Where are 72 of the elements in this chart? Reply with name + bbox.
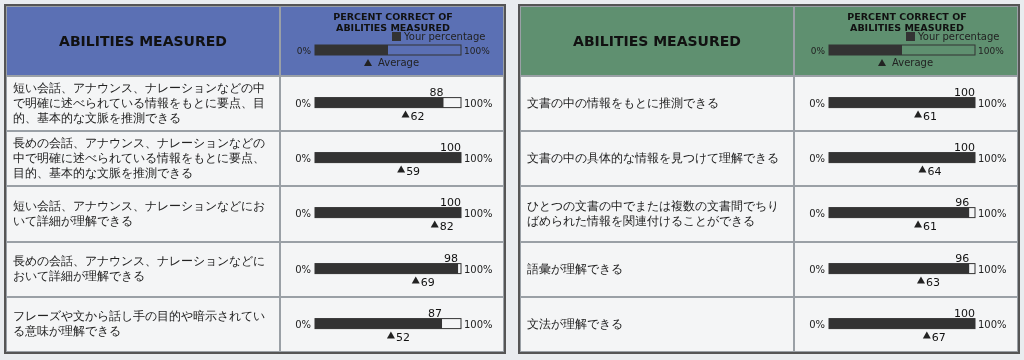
text: 100% (978, 152, 1007, 164)
text: 0% (809, 318, 825, 330)
point (918, 165, 927, 173)
data-label: 96 (955, 195, 970, 209)
data-label: 62 (410, 109, 425, 123)
chart-title: PERCENT CORRECT OF ABILITIES MEASURED (847, 11, 967, 33)
text: 100% (464, 263, 493, 275)
chart-title: PERCENT CORRECT OF ABILITIES MEASURED (333, 11, 453, 33)
text: 0% (809, 97, 825, 109)
text: 100% (978, 97, 1007, 109)
text: 100% (464, 318, 493, 330)
text: 100% (978, 207, 1007, 219)
text: 100% (464, 152, 493, 164)
point (397, 165, 406, 173)
data-label: 61 (923, 109, 938, 123)
point (386, 331, 395, 339)
text: 100% (464, 207, 493, 219)
text: 100% (464, 97, 493, 109)
data-label: 59 (406, 164, 421, 178)
data-label: 52 (395, 330, 410, 344)
data-label: 61 (923, 219, 938, 233)
y-tick-label: 短い会話、アナウンス、ナレーションなどにおいて詳細が理解できる (6, 186, 280, 242)
y-tick-label: ひとつの文書の中でまたは複数の文書間でちりばめられた情報を関連付けることができる (520, 186, 794, 242)
text: 0% (295, 318, 311, 330)
point (401, 110, 410, 118)
text: 0% (295, 263, 311, 275)
data-label: 100 (440, 140, 461, 154)
legend-label: Average (892, 57, 934, 68)
legend-label: Your percentage (403, 31, 486, 42)
text: 0% (295, 152, 311, 164)
y-tick-label: フレーズや文から話し手の目的や暗示されている意味が理解できる (6, 296, 280, 352)
point (411, 276, 420, 284)
y-tick-label: 短い会話、アナウンス、ナレーションなどの中で明確に述べられている情報をもとに要点、目的、基本的な文脈を推測できる (6, 76, 280, 132)
y-axis-title: ABILITIES MEASURED (6, 6, 280, 76)
data-label: 100 (954, 306, 975, 320)
data-label: 96 (955, 251, 970, 265)
text: 0% (809, 152, 825, 164)
y-tick-label: 文法が理解できる (520, 296, 794, 352)
text: 100% (978, 263, 1007, 275)
y-axis-title: ABILITIES MEASURED (520, 6, 794, 76)
data-label: 88 (429, 85, 444, 99)
point (914, 220, 923, 228)
text: 100% (978, 46, 1004, 56)
point (430, 220, 439, 228)
text: 0% (809, 207, 825, 219)
text: 0% (809, 263, 825, 275)
legend-label: Average (378, 57, 420, 68)
text: 100% (464, 46, 490, 56)
y-tick-label: 長めの会話、アナウンス、ナレーションなどの中で明確に述べられている情報をもとに要点、目的、基本的な文脈を推測できる (6, 131, 280, 187)
data-label: 82 (439, 219, 454, 233)
legend-label: Your percentage (917, 31, 1000, 42)
data-label: 100 (954, 85, 975, 99)
data-label: 67 (931, 330, 946, 344)
point (922, 331, 931, 339)
text: 100% (978, 318, 1007, 330)
y-tick-label: 語彙が理解できる (520, 241, 794, 297)
text: 0% (295, 207, 311, 219)
data-label: 100 (954, 140, 975, 154)
data-label: 100 (440, 195, 461, 209)
y-tick-label: 文書の中の情報をもとに推測できる (520, 76, 794, 132)
data-label: 87 (428, 306, 443, 320)
text: 0% (295, 97, 311, 109)
point (916, 276, 925, 284)
text: 0% (296, 46, 311, 56)
y-tick-label: 文書の中の具体的な情報を見つけて理解できる (520, 131, 794, 187)
data-label: 64 (927, 164, 942, 178)
text: 0% (810, 46, 825, 56)
point (914, 110, 923, 118)
data-label: 98 (444, 251, 459, 265)
y-tick-label: 長めの会話、アナウンス、ナレーションなどにおいて詳細が理解できる (6, 241, 280, 297)
data-label: 63 (925, 275, 940, 289)
data-label: 69 (420, 275, 435, 289)
